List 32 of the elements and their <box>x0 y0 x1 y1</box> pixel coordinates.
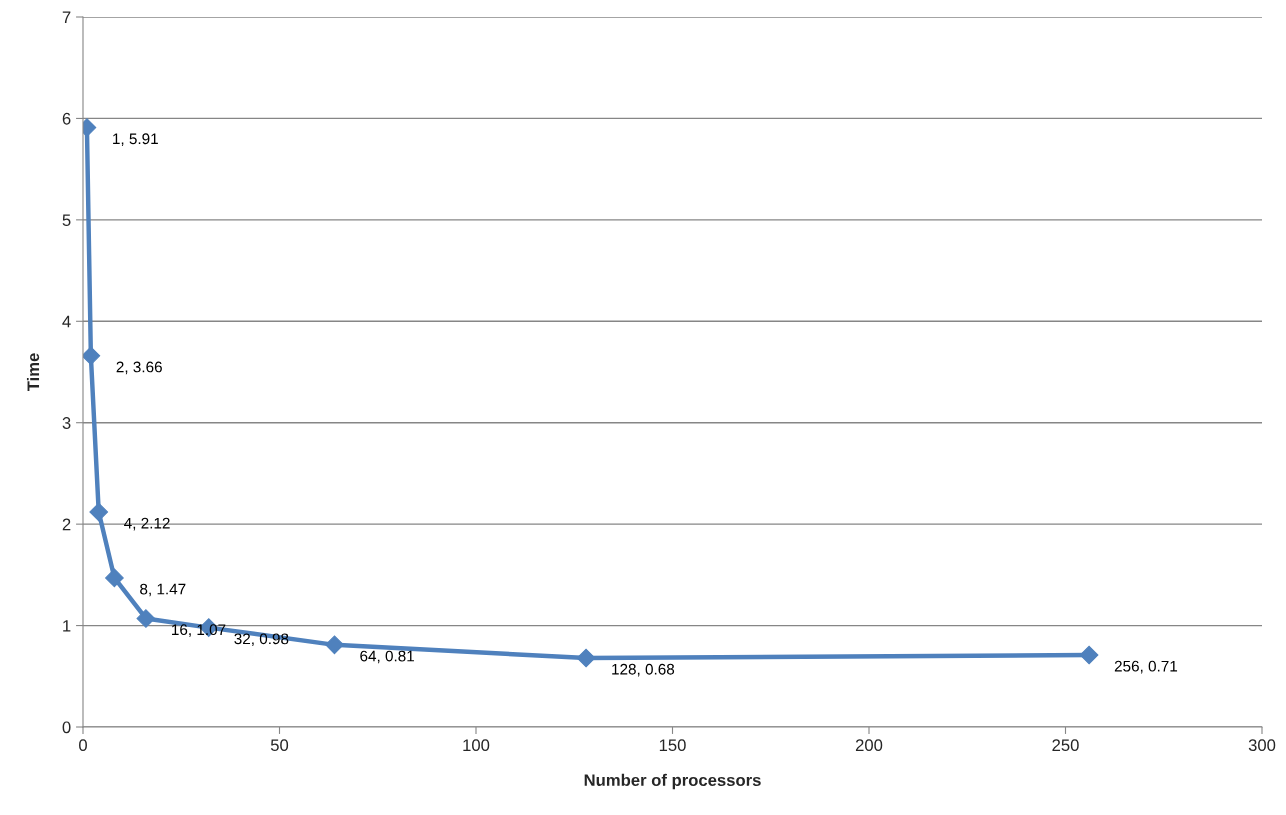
data-label: 4, 2.12 <box>124 517 170 531</box>
data-label: 128, 0.68 <box>612 663 675 677</box>
y-tick-label: 1 <box>63 620 71 632</box>
data-label: 256, 0.71 <box>1114 660 1178 674</box>
y-tick-label: 4 <box>62 315 71 328</box>
point <box>83 346 101 366</box>
point <box>576 648 596 668</box>
y-tick-label: 2 <box>62 518 71 531</box>
point <box>325 635 344 655</box>
data-label: 1, 5.91 <box>113 133 158 146</box>
point <box>1079 645 1099 665</box>
x-axis-title: Number of processors <box>584 773 761 790</box>
data-label: 2, 3.66 <box>116 361 162 375</box>
y-tick-label: 5 <box>62 214 71 227</box>
point <box>105 568 124 588</box>
point <box>136 609 156 628</box>
x-tick-label: 300 <box>1248 739 1276 752</box>
data-label: 32, 0.98 <box>234 633 289 647</box>
x-tick-label: 150 <box>659 739 686 752</box>
x-tick-label: 200 <box>855 739 883 752</box>
data-label: 64, 0.81 <box>360 650 414 664</box>
x-tick-label: 100 <box>463 739 490 752</box>
data-label: 8, 1.47 <box>140 583 186 597</box>
y-tick-label: 3 <box>62 417 71 429</box>
x-tick-label: 250 <box>1052 739 1079 752</box>
x-tick-label: 50 <box>270 739 289 752</box>
y-tick-label: 0 <box>62 721 71 734</box>
y-tick-label: 7 <box>62 11 71 24</box>
y-tick-label: 6 <box>62 112 71 125</box>
point <box>89 502 109 522</box>
y-axis-title: Time <box>26 353 40 392</box>
x-tick-label: 0 <box>79 739 87 752</box>
